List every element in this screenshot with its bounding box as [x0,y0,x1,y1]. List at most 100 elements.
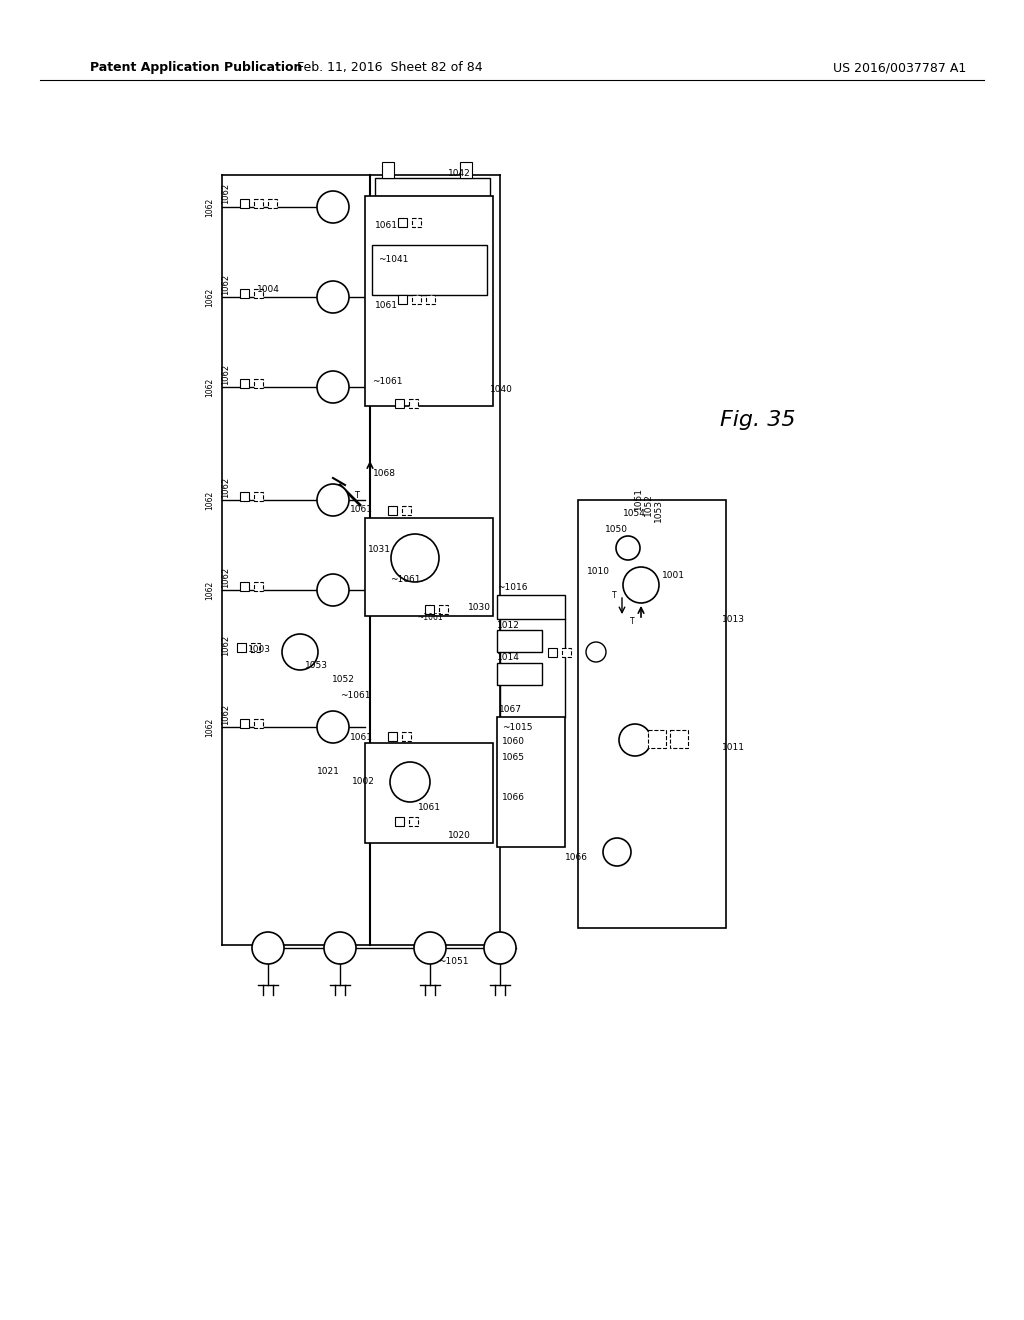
Bar [562,648,571,657]
Bar [268,199,278,209]
Bar [412,294,421,304]
Circle shape [391,535,439,582]
Text: 1012: 1012 [497,620,520,630]
Bar [254,379,263,388]
Text: 1050: 1050 [605,525,628,535]
Text: 1060: 1060 [502,738,525,747]
Bar [398,294,407,304]
Bar [388,733,397,741]
Bar [251,643,260,652]
Circle shape [390,762,430,803]
Text: 1062: 1062 [206,581,214,599]
Text: ~1061: ~1061 [390,576,421,585]
Text: 1062: 1062 [221,635,230,656]
Text: 1010: 1010 [587,568,610,577]
Bar [460,162,472,178]
Text: ~1061: ~1061 [417,612,442,622]
Text: 1002: 1002 [352,777,375,787]
Bar [382,162,394,178]
Bar [240,289,249,298]
Text: 1066: 1066 [502,792,525,801]
Bar [670,730,688,748]
Bar [648,730,666,748]
Bar [365,517,493,616]
Circle shape [317,711,349,743]
Text: 1051: 1051 [634,487,642,510]
Circle shape [618,723,651,756]
Text: 1067: 1067 [499,705,522,714]
Circle shape [623,568,659,603]
Text: US 2016/0037787 A1: US 2016/0037787 A1 [834,62,967,74]
Bar [497,630,542,652]
Text: 1013: 1013 [722,615,745,624]
Text: 1054: 1054 [623,510,646,519]
Bar [548,648,557,657]
Bar [497,663,542,685]
Text: 1061: 1061 [375,222,398,231]
Text: Fig. 35: Fig. 35 [720,411,796,430]
Circle shape [317,574,349,606]
Circle shape [603,838,631,866]
Bar [388,506,397,515]
Circle shape [317,484,349,516]
Text: Feb. 11, 2016  Sheet 82 of 84: Feb. 11, 2016 Sheet 82 of 84 [297,62,482,74]
Bar [497,595,565,619]
Text: 1011: 1011 [722,743,745,752]
Text: 1001: 1001 [662,572,685,581]
Circle shape [324,932,356,964]
Text: 1068: 1068 [373,470,396,479]
Text: 1021: 1021 [317,767,340,776]
Bar [395,817,404,826]
Text: 1062: 1062 [206,378,214,396]
Text: 1052: 1052 [643,494,652,516]
Text: 1062: 1062 [221,704,230,725]
Text: 1030: 1030 [468,602,490,611]
Bar [578,500,726,928]
Bar [402,733,411,741]
Bar [409,399,418,408]
Text: 1042: 1042 [449,169,471,178]
Text: 1020: 1020 [449,830,471,840]
Text: ~1015: ~1015 [502,722,532,731]
Text: 1062: 1062 [206,717,214,737]
Text: 1065: 1065 [502,752,525,762]
Text: 1062: 1062 [206,198,214,216]
Text: ~1061: ~1061 [340,690,371,700]
Bar [240,199,249,209]
Circle shape [317,371,349,403]
Text: T: T [354,491,359,499]
Circle shape [586,642,606,663]
Bar [254,199,263,209]
Bar [426,294,435,304]
Text: 1066: 1066 [565,854,588,862]
Text: 1053: 1053 [305,661,328,671]
Text: 1031: 1031 [368,545,391,554]
Text: 1062: 1062 [221,182,230,203]
Text: T: T [630,618,634,627]
Text: 1003: 1003 [248,645,271,655]
Bar [398,218,407,227]
Circle shape [484,932,516,964]
Text: 1014: 1014 [497,652,520,661]
Bar [395,399,404,408]
Circle shape [282,634,318,671]
Circle shape [252,932,284,964]
Bar [365,743,493,843]
Text: 1061: 1061 [418,804,441,813]
Bar [254,582,263,591]
Text: 1040: 1040 [490,385,513,395]
Bar [240,719,249,729]
Text: 1062: 1062 [206,288,214,306]
Bar [425,605,434,614]
Circle shape [317,191,349,223]
Bar [412,218,421,227]
Bar [254,289,263,298]
Text: Patent Application Publication: Patent Application Publication [90,62,302,74]
Bar [365,195,493,407]
Bar [497,717,565,847]
Bar [439,605,449,614]
Bar [240,492,249,502]
Text: T: T [611,590,616,599]
Text: 1062: 1062 [221,477,230,498]
Circle shape [317,281,349,313]
